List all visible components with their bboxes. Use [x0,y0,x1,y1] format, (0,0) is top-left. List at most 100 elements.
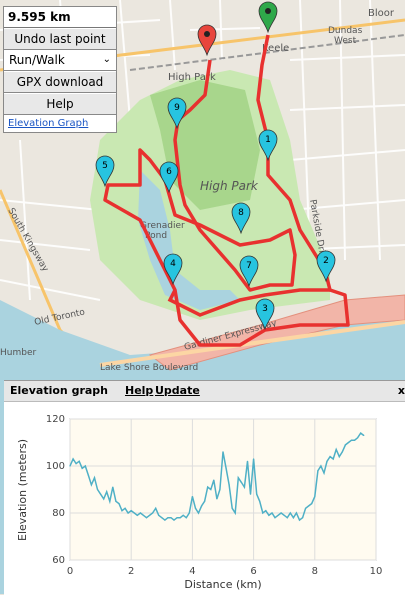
x-tick-label: 4 [189,566,195,577]
waypoint-marker-3[interactable]: 3 [255,298,275,331]
elevation-point [204,500,206,502]
elevation-point [213,479,215,481]
help-button[interactable]: Help [4,93,116,115]
waypoint-marker-6-label: 6 [166,167,172,177]
distance-display: 9.595 km [4,7,116,28]
undo-last-point-button[interactable]: Undo last point [4,28,116,50]
elevation-point [305,507,307,509]
route-control-panel: 9.595 km Undo last point Run/Walk ⌄ GPX … [3,6,117,133]
elevation-point [363,434,365,437]
elevation-point [72,458,74,460]
elevation-graph-link[interactable]: Elevation Graph [4,115,116,132]
elevation-point [170,517,172,519]
elevation-panel-title: Elevation graph [10,384,109,397]
elevation-point [148,514,151,516]
y-tick-label: 100 [46,461,65,472]
waypoint-marker-5-pin [95,155,115,188]
elevation-point [274,517,276,519]
start-marker[interactable] [258,1,278,34]
elevation-point [124,507,126,509]
elevation-point [320,465,322,467]
elevation-point [298,519,301,521]
waypoint-marker-5[interactable]: 5 [95,155,115,188]
elevation-point [121,510,123,512]
waypoint-marker-8-pin [231,202,251,235]
elevation-point [311,503,313,505]
waypoint-marker-2[interactable]: 2 [316,250,336,283]
elevation-point [253,458,255,460]
elevation-point [158,514,160,516]
elevation-point [75,463,77,465]
waypoint-marker-2-pin [316,250,336,283]
rail-line [129,34,405,71]
route-path-south [167,288,330,317]
elevation-point [194,507,197,509]
waypoint-marker-7[interactable]: 7 [239,255,259,288]
waypoint-marker-6[interactable]: 6 [159,161,179,194]
gardiner-expressway-road [148,294,405,371]
label-pond: Pond [145,231,167,241]
elevation-point [142,514,145,516]
elevation-point [130,510,132,512]
elevation-point [317,470,319,472]
waypoint-marker-9[interactable]: 9 [167,97,187,130]
elevation-point [210,488,212,491]
elevation-point [182,514,184,516]
y-tick-label: 80 [52,508,65,519]
elevation-point [216,498,218,500]
elevation-point [332,458,334,460]
elevation-point [127,512,129,514]
elevation-point [87,474,89,476]
x-tick-label: 0 [67,566,73,577]
elevation-point [231,507,233,509]
x-tick-label: 10 [370,566,383,577]
elevation-point [265,510,267,512]
waypoint-marker-2-label: 2 [323,256,329,266]
waypoint-marker-4-pin [163,253,183,286]
waypoint-marker-7-pin [239,255,259,288]
elevation-point [115,500,117,502]
waypoint-marker-6-pin [159,161,179,194]
elevation-point [295,512,298,514]
elevation-point [222,451,224,453]
elevation-point [90,484,93,486]
waypoint-marker-4[interactable]: 4 [163,253,183,286]
elevation-point [106,491,108,493]
end-marker-pin [197,24,217,57]
gpx-download-button[interactable]: GPX download [4,71,116,93]
waypoint-marker-8[interactable]: 8 [231,202,251,235]
elevation-update-link[interactable]: Update [155,384,200,397]
elevation-help-link[interactable]: Help [125,384,154,397]
label-lake-shore: Lake Shore Boulevard [100,363,198,373]
elevation-point [256,493,258,495]
elevation-chart: 60 80 100 120 0 2 4 6 8 10 Distance (km) Elevati… [16,414,383,591]
elevation-point [152,512,154,514]
x-tick-labels: 0 2 4 6 8 10 [67,566,383,577]
elevation-point [173,519,175,521]
y-axis-label: Elevation (meters) [16,439,29,541]
x-tick-label: 6 [250,566,256,577]
elevation-point [335,448,337,451]
elevation-point [191,495,193,498]
waypoint-marker-1[interactable]: 1 [258,129,278,162]
waypoint-marker-9-pin [167,97,187,130]
elevation-point [259,500,261,502]
y-tick-label: 60 [52,555,65,566]
label-humber: Humber [0,348,36,358]
elevation-point [155,507,157,509]
label-grenadier-pond: Grenadier Pond [140,221,185,241]
elevation-point [112,486,114,488]
elevation-point [93,477,96,479]
close-icon[interactable]: x [397,384,405,397]
elevation-point [234,512,236,514]
elevation-point [277,514,279,516]
elevation-point [243,486,246,488]
elevation-point [103,498,105,500]
grenadier-pond [138,170,240,310]
end-marker[interactable] [197,24,217,57]
elevation-point [353,439,356,441]
waypoint-marker-1-label: 1 [265,135,271,145]
waypoint-marker-5-label: 5 [102,161,108,171]
mode-select[interactable]: Run/Walk ⌄ [4,50,116,71]
